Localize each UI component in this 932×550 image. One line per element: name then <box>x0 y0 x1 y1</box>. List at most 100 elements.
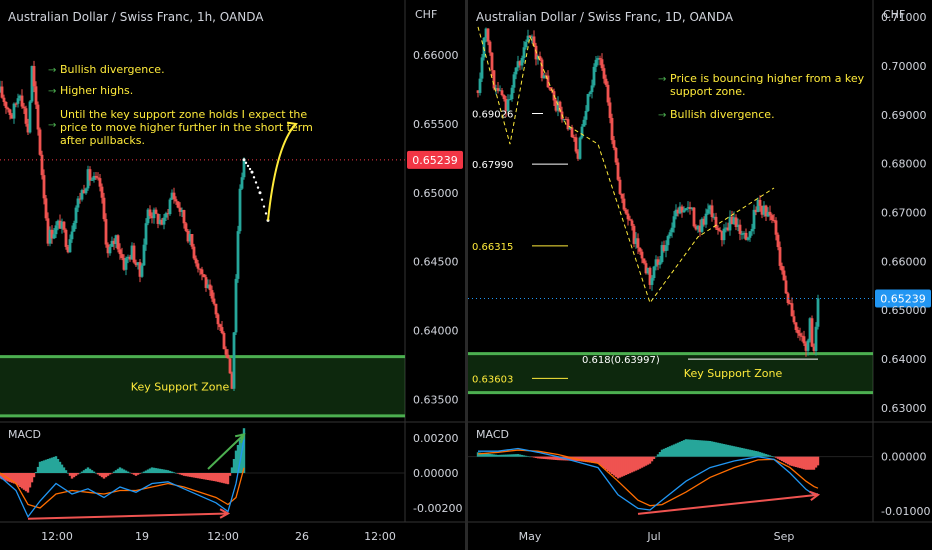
macd-bar <box>736 447 740 457</box>
macd-bar <box>516 454 520 457</box>
macd-bar <box>618 456 622 478</box>
candle <box>16 98 20 104</box>
macd-bar <box>500 454 504 457</box>
macd-bar <box>22 473 26 490</box>
price-tick: 0.65000 <box>413 187 459 200</box>
fib-level-label: 0.63603 <box>472 374 513 385</box>
last-price-tag[interactable] <box>875 289 931 308</box>
macd-bar <box>770 456 774 457</box>
macd-bar <box>654 456 658 458</box>
macd-bar <box>702 440 706 457</box>
candle <box>180 210 184 212</box>
macd-bar <box>106 473 110 476</box>
macd-bar <box>102 473 106 479</box>
candle <box>678 206 682 214</box>
macd-bar <box>678 441 682 457</box>
last-price-tag[interactable] <box>407 150 463 169</box>
candle <box>816 298 820 327</box>
candle <box>590 85 594 93</box>
macd-bar <box>816 456 820 466</box>
macd-bar <box>652 456 656 459</box>
macd-bar <box>710 441 714 457</box>
macd-bar <box>650 456 654 462</box>
macd-bar <box>488 453 492 457</box>
candle <box>192 246 196 259</box>
macd-bar <box>92 471 96 473</box>
candle <box>656 259 660 265</box>
macd-bar <box>150 467 154 473</box>
candle <box>58 220 62 229</box>
macd-bar <box>88 468 92 473</box>
time-tick: 12:00 <box>41 530 73 543</box>
macd-bar <box>728 445 732 457</box>
candle <box>160 219 164 225</box>
macd-higher-high-arrow-head <box>234 433 246 444</box>
macd-bar <box>512 454 516 457</box>
candle <box>90 179 94 181</box>
candle <box>64 229 68 247</box>
macd-bar <box>752 450 756 457</box>
candle <box>514 67 518 75</box>
candle <box>664 245 668 252</box>
candle <box>218 324 222 328</box>
macd-bar <box>726 444 730 457</box>
candle <box>40 154 44 176</box>
note-text-line: Until the key support zone holds I expec… <box>60 108 307 121</box>
candle <box>518 61 522 66</box>
support-zone[interactable] <box>0 356 405 416</box>
candle <box>672 216 676 228</box>
candle <box>484 28 488 38</box>
candle <box>718 230 722 232</box>
macd-bar <box>502 454 506 457</box>
candle <box>68 239 72 253</box>
candle <box>680 206 684 213</box>
candle <box>0 86 4 98</box>
candle <box>540 59 544 79</box>
projection-dot <box>252 176 256 179</box>
candle <box>156 213 160 224</box>
macd-bar <box>806 456 810 470</box>
candle <box>182 210 186 224</box>
macd-bar <box>580 456 584 462</box>
projection-dot <box>246 164 250 168</box>
price-tick: 0.64500 <box>413 256 459 269</box>
support-zone[interactable] <box>468 353 873 393</box>
macd-bar <box>554 456 558 460</box>
candle <box>598 58 602 60</box>
macd-bar <box>522 455 526 457</box>
macd-bar <box>586 456 590 463</box>
macd-bar <box>788 456 792 466</box>
macd-bar <box>136 473 140 475</box>
left-chart-pane[interactable]: Key Support Zone 0.65239 CHF 0.66000 0.65500… <box>0 0 465 550</box>
macd-bar <box>496 454 500 457</box>
macd-bar <box>768 455 772 457</box>
candle <box>614 147 618 163</box>
candle <box>512 74 516 88</box>
macd-bar <box>234 450 238 473</box>
macd-bar <box>556 456 560 461</box>
candle <box>152 209 156 219</box>
pane-divider[interactable] <box>465 0 468 550</box>
macd-bar <box>722 444 726 457</box>
macd-bar <box>28 473 32 488</box>
candle <box>480 57 484 79</box>
candle <box>120 254 124 259</box>
projection-dot <box>262 205 266 208</box>
macd-bar <box>154 468 158 473</box>
macd-bar <box>740 447 744 457</box>
macd-tick: -0.00200 <box>413 502 462 515</box>
left-chart-svg[interactable]: Key Support Zone 0.65239 CHF 0.66000 0.65500… <box>0 0 465 550</box>
macd-bar <box>638 456 642 469</box>
candle <box>526 35 530 42</box>
macd-bar <box>166 470 170 473</box>
candle <box>508 99 512 101</box>
macd-bar <box>84 468 88 473</box>
price-tick: 0.64000 <box>881 353 927 366</box>
macd-bar <box>560 456 564 461</box>
candle <box>106 244 110 254</box>
candle <box>738 224 742 234</box>
macd-bar <box>216 473 220 482</box>
right-chart-pane[interactable]: Key Support Zone 0.65239 CHF 0.71000 0.70000… <box>468 0 932 550</box>
macd-bar <box>790 456 794 466</box>
